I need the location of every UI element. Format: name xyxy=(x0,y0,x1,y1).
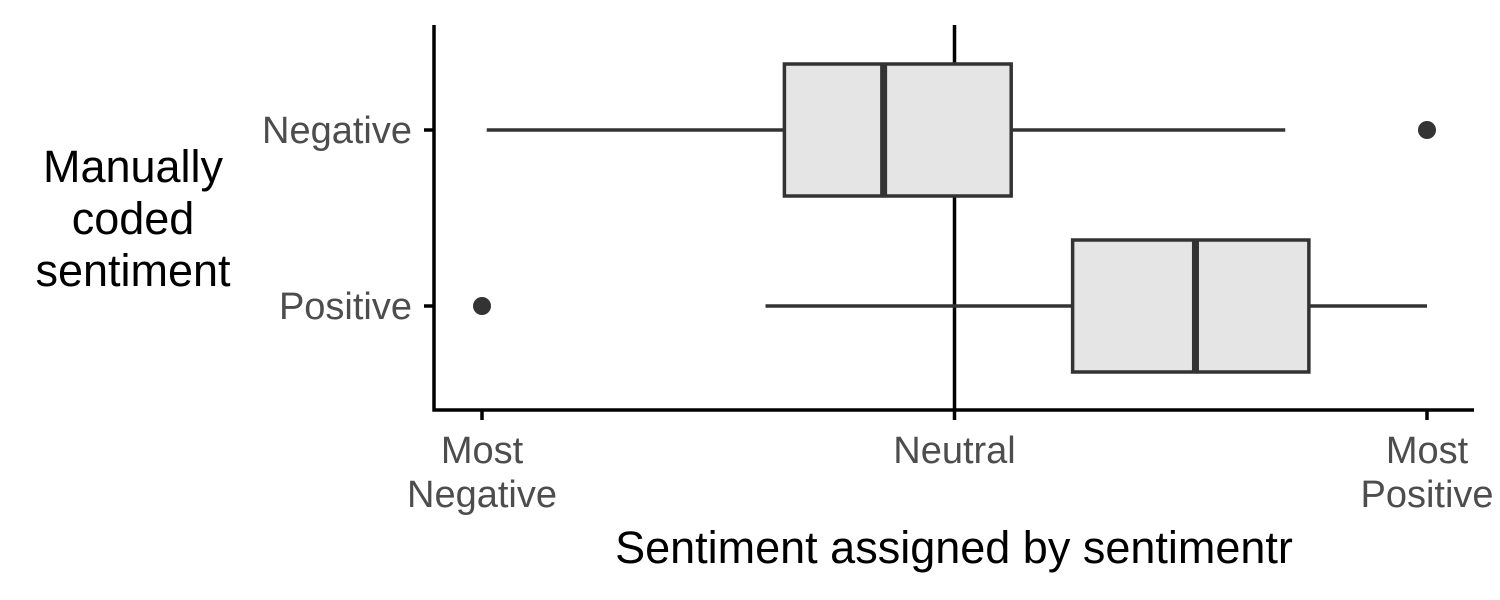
outlier-point xyxy=(1418,121,1436,139)
box-positive xyxy=(473,238,1427,374)
box-iqr xyxy=(782,62,1013,198)
y-axis-title-line: Manually xyxy=(43,141,224,192)
box-iqr xyxy=(1070,238,1311,374)
x-tick-label: Most Negative xyxy=(407,430,557,516)
plot-marks xyxy=(473,25,1436,410)
x-tick-label-line: Most xyxy=(1386,430,1469,472)
y-tick-label: Negative xyxy=(262,110,412,152)
y-axis-title-line: coded xyxy=(72,193,195,244)
box-negative xyxy=(486,62,1436,198)
x-tick-label-line: Positive xyxy=(1360,474,1493,516)
x-tick-label-line: Negative xyxy=(407,474,557,516)
y-axis-title: Manually coded sentiment xyxy=(35,141,231,296)
y-axis-title-line: sentiment xyxy=(35,245,231,296)
axes xyxy=(424,25,1474,420)
outlier-point xyxy=(473,297,491,315)
x-tick-label: Most Positive xyxy=(1360,430,1493,516)
x-tick-label-line: Most xyxy=(441,430,524,472)
x-axis-title: Sentiment assigned by sentimentr xyxy=(615,522,1293,573)
x-tick-label-line: Neutral xyxy=(893,430,1016,472)
x-tick-label: Neutral xyxy=(893,430,1016,472)
y-tick-label: Positive xyxy=(279,286,412,328)
